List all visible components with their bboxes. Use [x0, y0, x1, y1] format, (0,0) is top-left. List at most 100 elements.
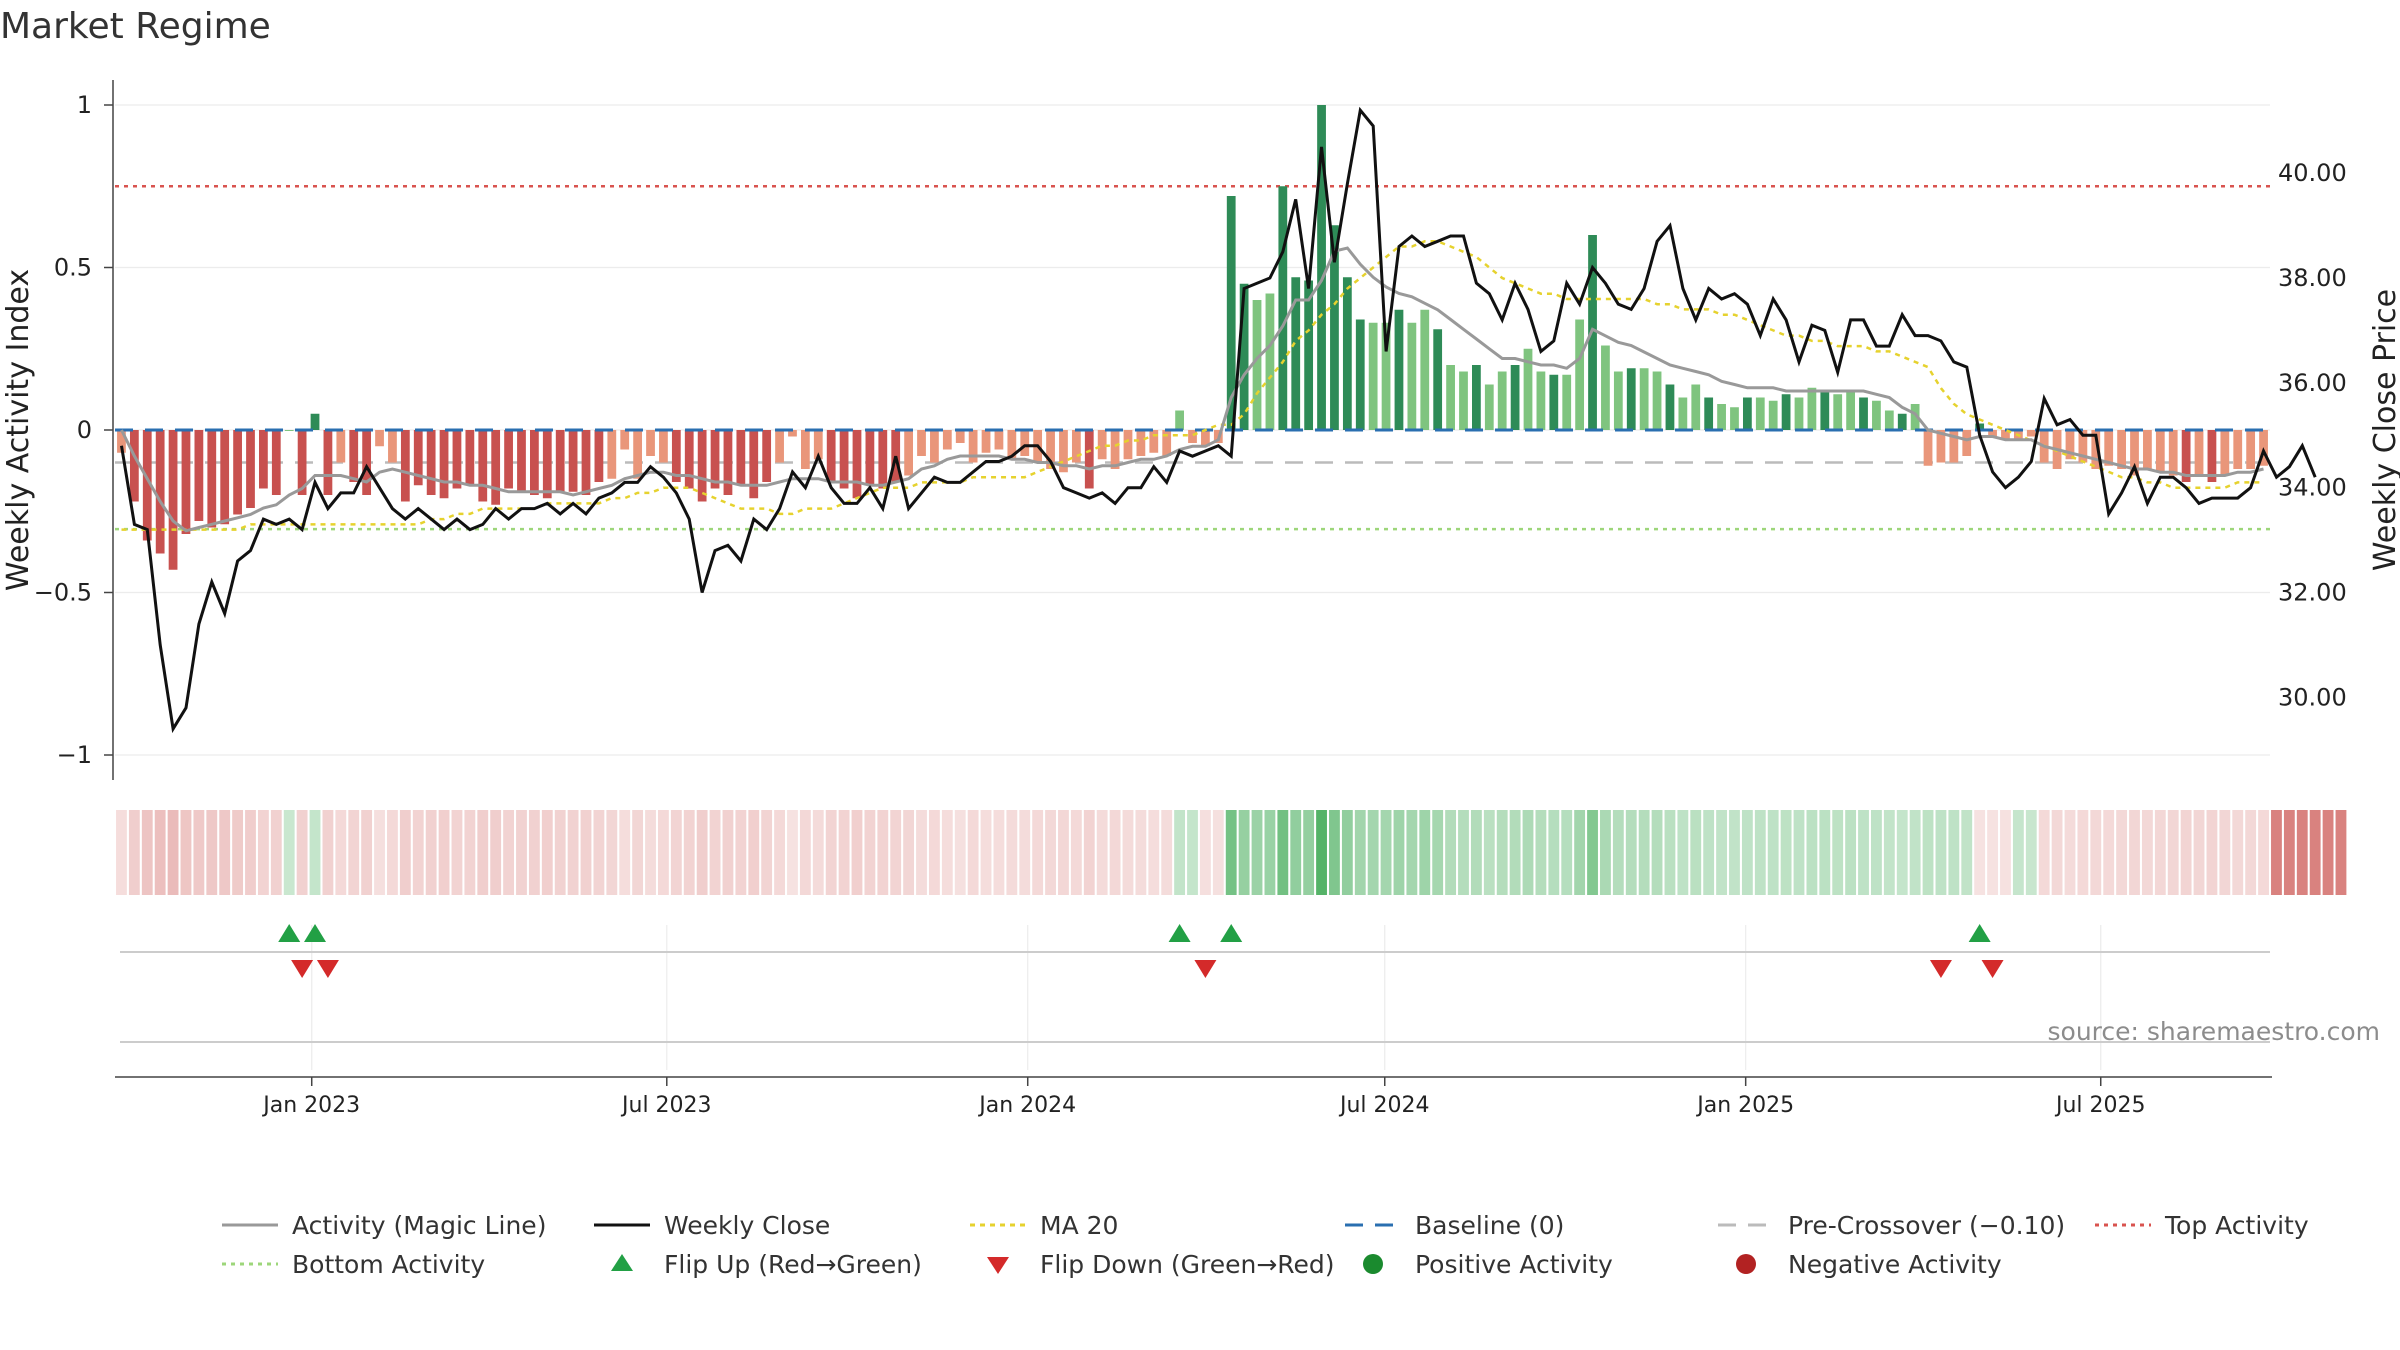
regime-cell — [141, 810, 153, 895]
regime-cell — [399, 810, 411, 895]
regime-cell — [722, 810, 734, 895]
regime-cell — [1199, 810, 1211, 895]
legend-label: Top Activity — [2164, 1211, 2309, 1240]
regime-cell — [864, 810, 876, 895]
flip-up-marker — [1968, 924, 1991, 942]
activity-bar — [1601, 345, 1610, 430]
flip-markers-panel — [120, 924, 2270, 1070]
activity-bar — [1523, 348, 1533, 430]
regime-cell — [477, 810, 489, 895]
activity-bar — [1497, 371, 1507, 430]
activity-bar — [968, 430, 978, 463]
activity-bar — [478, 430, 488, 502]
regime-cell — [1290, 810, 1302, 895]
activity-bar — [697, 430, 707, 502]
activity-bar — [362, 430, 372, 495]
activity-bar — [336, 430, 346, 463]
legend-label: Positive Activity — [1415, 1250, 1613, 1279]
regime-cell — [2296, 810, 2308, 895]
activity-bar — [1949, 430, 1959, 463]
activity-bar — [1639, 368, 1649, 430]
x-tick-label: Jul 2025 — [2054, 1093, 2146, 1118]
regime-cell — [1767, 810, 1779, 895]
regime-cell — [490, 810, 502, 895]
activity-bar — [1317, 105, 1326, 430]
regime-cell — [980, 810, 992, 895]
regime-cell — [387, 810, 398, 895]
regime-cell — [541, 810, 553, 895]
regime-cell — [1638, 810, 1650, 895]
regime-cell — [928, 810, 940, 895]
regime-cell — [1858, 810, 1869, 895]
activity-bar — [1059, 430, 1068, 473]
activity-bar — [1084, 430, 1094, 489]
activity-bar — [194, 430, 204, 521]
regime-cell — [2154, 810, 2166, 895]
activity-bar — [1046, 430, 1055, 469]
regime-cell — [709, 810, 721, 895]
activity-bar — [1549, 374, 1559, 430]
activity-bar — [633, 430, 643, 479]
regime-cell — [1896, 810, 1908, 895]
activity-bar — [1652, 371, 1662, 430]
regime-cell — [941, 810, 953, 895]
activity-bar — [168, 430, 178, 570]
regime-cell — [1690, 810, 1702, 895]
x-tick-label: Jan 2024 — [977, 1093, 1076, 1118]
flip-down-marker — [316, 960, 339, 978]
regime-cell — [128, 810, 140, 895]
activity-bar — [1162, 430, 1172, 456]
regime-cell — [580, 810, 592, 895]
regime-cell — [1664, 810, 1676, 895]
regime-cell — [1432, 810, 1444, 895]
activity-bar — [762, 430, 772, 482]
regime-cell — [2193, 810, 2205, 895]
regime-cell — [1174, 810, 1186, 895]
activity-bar — [2155, 430, 2165, 473]
activity-bar — [1936, 430, 1946, 463]
regime-cell — [1367, 810, 1379, 895]
regime-cell — [1677, 810, 1689, 895]
regime-cell — [2283, 810, 2295, 895]
regime-cell — [193, 810, 205, 895]
regime-cell — [1600, 810, 1611, 895]
y-tick-label-right: 30.00 — [2278, 683, 2347, 711]
regime-cell — [787, 810, 798, 895]
regime-cell — [1845, 810, 1857, 895]
regime-cell — [838, 810, 850, 895]
regime-cell — [812, 810, 824, 895]
regime-cell — [1161, 810, 1173, 895]
flip-up-marker — [278, 924, 301, 942]
activity-bar — [310, 413, 320, 430]
y-tick-label-right: 38.00 — [2278, 264, 2347, 292]
regime-cell — [2180, 810, 2192, 895]
activity-bar — [813, 430, 823, 460]
regime-cell — [735, 810, 747, 895]
activity-bar — [1020, 430, 1030, 456]
regime-cell — [2090, 810, 2102, 895]
regime-cell — [1574, 810, 1586, 895]
activity-bar — [1704, 397, 1714, 430]
regime-cell — [348, 810, 360, 895]
source-note: source: sharemaestro.com — [2048, 1017, 2381, 1046]
activity-bar — [788, 430, 797, 437]
regime-cell — [1096, 810, 1108, 895]
activity-bar — [1536, 371, 1546, 430]
activity-bar — [2117, 430, 2126, 469]
activity-bar — [581, 430, 591, 495]
activity-bar — [284, 430, 294, 431]
regime-cell — [916, 810, 927, 895]
regime-cell — [2141, 810, 2153, 895]
activity-bar — [904, 430, 913, 476]
x-axis: Jan 2023 Jul 2023 Jan 2024 Jul 2024 Jan 2025… — [115, 1076, 2272, 1118]
activity-bar — [465, 430, 475, 486]
activity-bar — [1304, 280, 1314, 430]
regime-cell — [2000, 810, 2011, 895]
regime-cell — [1496, 810, 1508, 895]
regime-cell — [761, 810, 773, 895]
activity-bar — [555, 430, 565, 492]
activity-bar — [400, 430, 410, 502]
activity-bar — [865, 430, 875, 486]
activity-bar — [542, 430, 552, 499]
activity-bar — [2001, 430, 2010, 440]
